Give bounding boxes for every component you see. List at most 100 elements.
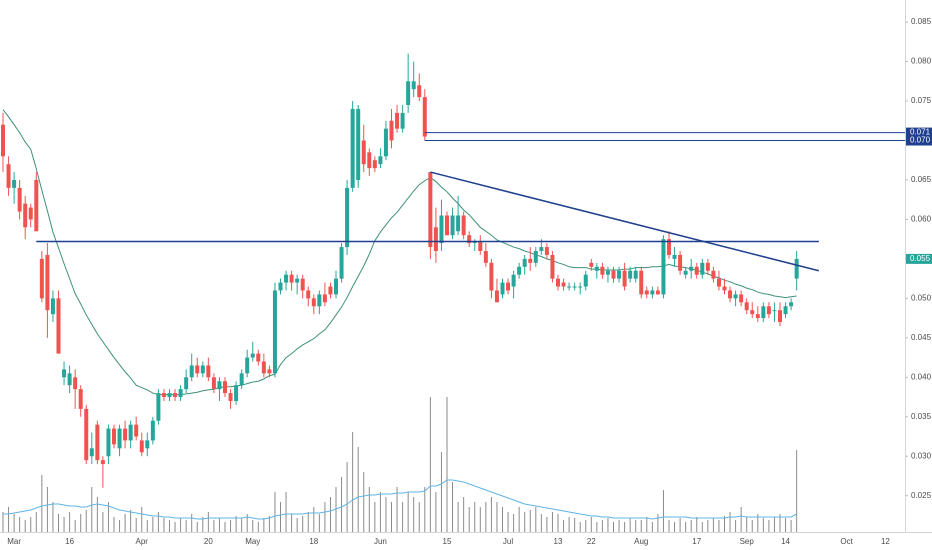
candle-body [550, 254, 555, 279]
candle-body [633, 270, 638, 279]
candle-body [145, 440, 150, 449]
candle-body [223, 381, 227, 394]
candle-body [594, 266, 599, 271]
candle-body [422, 97, 427, 137]
y-tick-label: 0.075 [911, 96, 932, 105]
ray-price-tag [906, 127, 932, 138]
candle-body [278, 282, 283, 291]
candle-body [711, 270, 716, 279]
candle-body [522, 258, 527, 267]
candle-body [605, 270, 610, 275]
candle-body [217, 381, 222, 390]
candle-body [95, 424, 100, 461]
candle-body [23, 203, 28, 228]
candle-body [372, 160, 377, 169]
candle-body [56, 298, 61, 354]
candle-body [161, 393, 166, 398]
x-tick-label: May [245, 537, 260, 546]
candle-body [511, 274, 516, 287]
candle-body [45, 254, 50, 311]
candle-body [356, 108, 361, 180]
x-tick-label: 13 [554, 537, 563, 546]
candle-body [561, 282, 566, 287]
candle-body [705, 262, 710, 271]
candle-body [395, 112, 400, 129]
candle-body [617, 270, 622, 279]
candle-body [78, 389, 83, 409]
x-tick-label: 14 [781, 537, 790, 546]
y-tick-label: 0.065 [911, 175, 932, 184]
candle-body [378, 156, 383, 165]
candle-body [655, 290, 660, 295]
candle-body [150, 420, 155, 441]
candle-body [239, 373, 244, 386]
candle-body [517, 266, 522, 275]
candle-body [178, 389, 183, 398]
candle-body [195, 365, 200, 374]
candle-body [339, 247, 344, 279]
candle-body [117, 428, 122, 449]
candle-body [494, 290, 499, 303]
candle-body [578, 286, 583, 288]
candle-body [73, 377, 78, 390]
candle-body [783, 306, 788, 315]
candle-body [39, 258, 44, 299]
candle-body [572, 286, 577, 288]
x-tick-label: 16 [65, 537, 74, 546]
candle-body [722, 286, 727, 291]
x-tick-label: 17 [692, 537, 701, 546]
y-tick-label: 0.045 [911, 333, 932, 342]
candle-body [644, 290, 649, 295]
candle-body [306, 290, 311, 299]
trendline [430, 171, 820, 272]
candle-body [256, 353, 261, 362]
candle-body [467, 235, 472, 244]
candle-body [766, 306, 771, 315]
ray-price-label: 0.070 [910, 136, 931, 145]
candle-body [500, 282, 505, 295]
candle-body [661, 239, 666, 295]
ray-price-label: 0.071 [910, 128, 931, 137]
candle-body [667, 239, 671, 255]
candle-body [506, 282, 511, 291]
candle-body [628, 270, 633, 279]
candle-body [184, 377, 189, 390]
candle-body [406, 81, 411, 105]
candle-body [733, 294, 738, 299]
candle-body [156, 393, 161, 421]
x-tick-label: 20 [204, 537, 213, 546]
candle-body [50, 298, 55, 315]
x-tick-label: Mar [7, 537, 21, 546]
candle-body [6, 164, 11, 188]
candle-body [267, 369, 272, 374]
candle-body [539, 247, 544, 252]
candle-body [383, 128, 388, 157]
candle-body [567, 286, 572, 288]
candle-body [211, 377, 216, 390]
candle-body [367, 152, 372, 169]
candle-body [345, 187, 350, 248]
candle-body [1, 124, 5, 157]
candle-body [12, 179, 17, 188]
candle-body [284, 274, 289, 283]
y-tick-label: 0.080 [911, 57, 932, 66]
candle-body [300, 278, 305, 291]
candle-body [533, 251, 538, 263]
candle-body [489, 262, 494, 291]
candle-body [317, 294, 322, 307]
y-tick-label: 0.050 [911, 293, 932, 302]
candle-body [289, 274, 294, 283]
candle-body [411, 81, 416, 90]
candle-body [639, 270, 644, 295]
x-tick-label: Jul [503, 537, 513, 546]
candle-body [139, 440, 144, 453]
candle-body [106, 428, 111, 457]
ray-price-tag [906, 135, 932, 146]
candle-body [611, 270, 616, 279]
x-tick-label: 22 [587, 537, 596, 546]
candle-body [206, 365, 211, 378]
candle-body [556, 278, 560, 287]
